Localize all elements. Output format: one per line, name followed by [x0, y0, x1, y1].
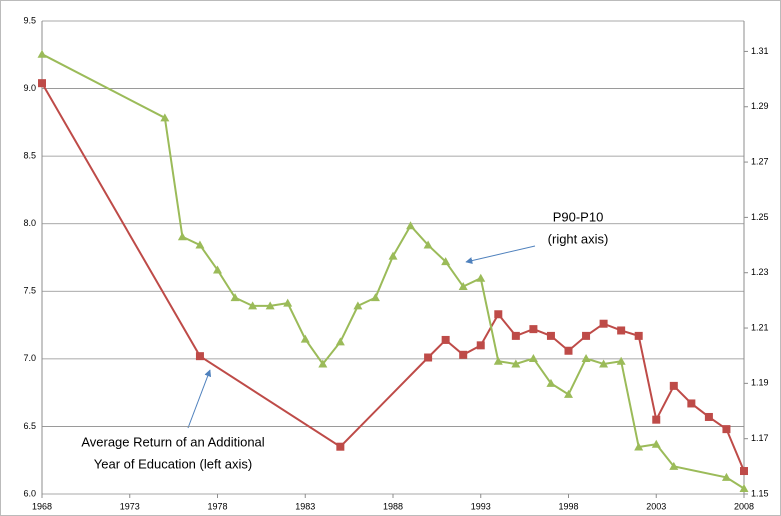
y-tick-label: 8.5 [23, 151, 36, 161]
y2-tick-label: 1.29 [751, 101, 769, 111]
y2-tick-label: 1.31 [751, 46, 769, 56]
point [722, 425, 731, 434]
y-tick-label: 7.0 [23, 353, 36, 363]
series-line [41, 82, 745, 472]
point [739, 483, 749, 492]
point [511, 331, 520, 340]
point [564, 346, 573, 355]
x-tick-label: 2003 [646, 501, 666, 511]
y2-tick-label: 1.21 [751, 322, 769, 332]
point [617, 326, 626, 335]
point [493, 356, 503, 365]
annotation: P90-P10 [553, 209, 604, 224]
x-tick-label: 1983 [295, 501, 315, 511]
point [458, 282, 468, 291]
point [283, 298, 293, 307]
x-tick-label: 1978 [207, 501, 227, 511]
point [476, 273, 486, 282]
point [335, 337, 345, 346]
point [511, 359, 521, 368]
point [740, 467, 748, 476]
annotation: Year of Education (left axis) [94, 456, 253, 471]
point [669, 461, 679, 470]
y2-tick-label: 1.17 [751, 433, 769, 443]
point [195, 240, 205, 249]
point [652, 415, 661, 424]
point [564, 389, 573, 398]
arrow [465, 245, 536, 264]
y2-tick-label: 1.15 [751, 488, 769, 498]
point [213, 265, 222, 274]
point [634, 442, 644, 451]
point [38, 79, 46, 88]
y2-tick-label: 1.19 [751, 378, 769, 388]
point [230, 293, 240, 302]
point [494, 310, 503, 319]
point [634, 331, 643, 340]
y-tick-label: 8.0 [23, 218, 36, 228]
point [265, 301, 275, 310]
y-tick-label: 6.0 [23, 488, 36, 498]
y-tick-label: 9.0 [23, 83, 36, 93]
x-tick-label: 1973 [120, 501, 140, 511]
x-tick-label: 1968 [32, 501, 52, 511]
point [616, 356, 626, 365]
point [669, 381, 678, 390]
point [318, 359, 328, 368]
point [687, 399, 696, 408]
point [599, 359, 609, 368]
arrow [187, 369, 212, 429]
point [423, 240, 433, 249]
x-tick-label: 1998 [558, 501, 578, 511]
point [528, 353, 538, 362]
point [546, 331, 555, 340]
x-tick-label: 1993 [471, 501, 491, 511]
y2-tick-label: 1.27 [751, 156, 769, 166]
point [599, 319, 608, 328]
point [388, 251, 398, 260]
annotation: Average Return of an Additional [81, 434, 264, 449]
point [370, 293, 380, 302]
point [195, 352, 204, 361]
point [37, 49, 47, 58]
point [300, 334, 310, 343]
point [336, 442, 345, 451]
point [476, 341, 485, 350]
point [160, 113, 170, 122]
point [529, 325, 538, 334]
y2-tick-label: 1.23 [751, 267, 769, 277]
point [406, 221, 416, 230]
point [424, 353, 433, 362]
x-tick-label: 1988 [383, 501, 403, 511]
point [582, 331, 591, 340]
point [353, 301, 363, 310]
point [651, 439, 661, 448]
point [704, 412, 713, 421]
point [248, 301, 258, 310]
y2-tick-label: 1.25 [751, 212, 769, 222]
x-tick-label: 2008 [734, 501, 754, 511]
point [441, 335, 450, 344]
y-tick-label: 9.5 [23, 15, 36, 25]
y-tick-label: 7.5 [23, 286, 36, 296]
point [177, 232, 187, 241]
point [721, 472, 731, 481]
point [459, 350, 468, 359]
point [441, 257, 451, 266]
y-tick-label: 6.5 [23, 421, 36, 431]
point [581, 353, 591, 362]
annotation: (right axis) [548, 231, 609, 246]
point [546, 378, 556, 387]
